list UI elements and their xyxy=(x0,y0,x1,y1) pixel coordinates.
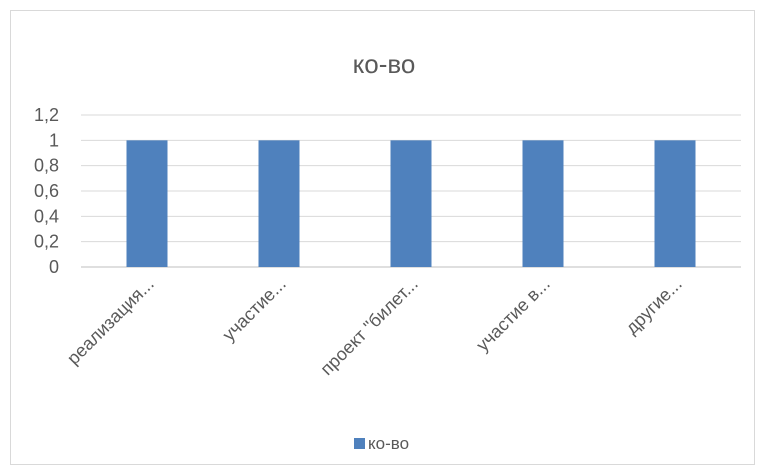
x-category-label: другие... xyxy=(622,274,686,338)
chart-area: ко-во 0 0,2 0,4 0,6 0,8 1 1,2 реализация... уча… xyxy=(10,10,755,465)
x-axis-categories: реализация... участие... проект "билет... у… xyxy=(63,274,686,379)
y-tick-label: 0,8 xyxy=(34,156,59,176)
bar-chart: ко-во 0 0,2 0,4 0,6 0,8 1 1,2 реализация... уча… xyxy=(34,49,741,453)
bars xyxy=(126,140,696,267)
y-tick-label: 1,2 xyxy=(34,105,59,125)
x-category-label: реализация... xyxy=(63,274,158,369)
legend: ко-во xyxy=(354,434,409,453)
y-tick-label: 0,6 xyxy=(34,181,59,201)
legend-label: ко-во xyxy=(368,434,409,453)
legend-swatch xyxy=(354,438,365,449)
y-tick-label: 1 xyxy=(49,130,59,150)
x-category-label: участие в... xyxy=(472,274,554,356)
x-category-label: участие... xyxy=(219,274,290,345)
y-tick-label: 0,4 xyxy=(34,206,59,226)
bar xyxy=(522,140,564,267)
y-tick-label: 0 xyxy=(49,257,59,277)
bar xyxy=(126,140,168,267)
bar xyxy=(390,140,432,267)
y-tick-label: 0,2 xyxy=(34,232,59,252)
bar xyxy=(258,140,300,267)
chart-title: ко-во xyxy=(353,49,416,79)
bar xyxy=(654,140,696,267)
y-axis-ticks: 0 0,2 0,4 0,6 0,8 1 1,2 xyxy=(34,105,59,277)
x-category-label: проект "билет... xyxy=(316,274,421,379)
